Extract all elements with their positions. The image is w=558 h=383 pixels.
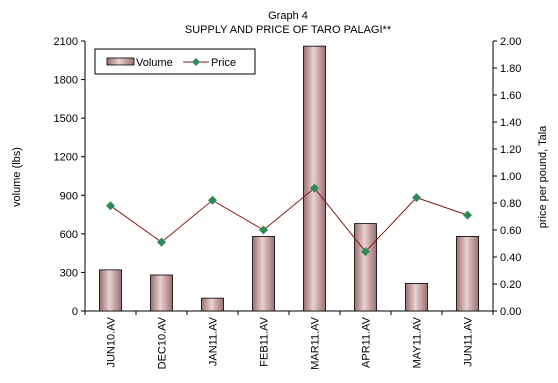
x-tick-label: DEC10.AV bbox=[157, 316, 169, 369]
left-tick-label: 1200 bbox=[54, 152, 78, 164]
left-tick-label: 600 bbox=[60, 229, 78, 241]
volume-bar bbox=[201, 297, 224, 312]
volume-bar bbox=[456, 236, 479, 312]
volume-bar bbox=[405, 282, 428, 312]
right-tick-label: 0.20 bbox=[500, 279, 521, 291]
right-tick-label: 0.60 bbox=[500, 225, 521, 237]
volume-bars bbox=[99, 45, 479, 312]
volume-bar bbox=[303, 45, 326, 312]
volume-bar bbox=[99, 269, 122, 312]
volume-bar bbox=[252, 236, 275, 312]
right-tick-label: 2.00 bbox=[500, 36, 521, 48]
price-point bbox=[412, 193, 421, 203]
right-tick-label: 0.80 bbox=[500, 198, 521, 210]
price-point bbox=[208, 195, 217, 205]
legend-volume-swatch bbox=[106, 57, 135, 66]
right-tick-label: 1.80 bbox=[500, 63, 521, 75]
left-tick-label: 0 bbox=[72, 306, 78, 318]
legend-price-label: Price bbox=[211, 57, 236, 69]
right-tick-label: 0.00 bbox=[500, 306, 521, 318]
legend-price-marker bbox=[192, 58, 200, 66]
price-point bbox=[310, 183, 319, 193]
x-tick-label: JUN11.AV bbox=[463, 316, 475, 366]
x-tick-label: JAN11.AV bbox=[208, 316, 220, 366]
price-point bbox=[157, 237, 166, 247]
right-tick-label: 0.40 bbox=[500, 252, 521, 264]
price-point bbox=[106, 201, 115, 211]
x-tick-label: FEB11.AV bbox=[259, 316, 271, 366]
price-point bbox=[361, 247, 370, 257]
left-tick-label: 1500 bbox=[54, 113, 78, 125]
left-axis-label: volume (lbs) bbox=[11, 147, 23, 207]
right-axis-label: price per pound, Tala bbox=[537, 125, 549, 228]
left-tick-label: 900 bbox=[60, 190, 78, 202]
left-axis-ticks: 0 300 600 900 1200 1500 1800 2100 bbox=[54, 36, 85, 318]
left-tick-label: 1800 bbox=[54, 75, 78, 87]
x-tick-label: APR11.AV bbox=[361, 316, 373, 368]
left-tick-label: 2100 bbox=[54, 36, 78, 48]
volume-bar bbox=[354, 223, 377, 312]
price-line bbox=[106, 183, 472, 257]
volume-bar bbox=[150, 274, 173, 312]
price-polyline bbox=[110, 187, 468, 253]
plot-area bbox=[84, 41, 494, 312]
right-tick-label: 1.00 bbox=[500, 171, 521, 183]
x-tick-label: JUN10.AV bbox=[106, 316, 118, 367]
right-tick-label: 1.20 bbox=[500, 144, 521, 156]
right-axis-ticks: 0.00 0.20 0.40 0.60 0.80 1.00 1.20 1.40 1.60 1.80… bbox=[493, 36, 521, 318]
x-tick-label: MAY11.AV bbox=[412, 316, 424, 368]
x-axis-ticks: JUN10.AV DEC10.AV JAN11.AV FEB11.AV MAR11.AV… bbox=[84, 311, 494, 370]
price-point bbox=[259, 225, 268, 235]
right-tick-label: 1.40 bbox=[500, 117, 521, 129]
x-tick-label: MAR11.AV bbox=[310, 316, 322, 369]
legend-volume-label: Volume bbox=[136, 57, 173, 69]
legend-box bbox=[94, 48, 256, 75]
legend: Volume Price bbox=[94, 48, 256, 75]
chart-subtitle: SUPPLY AND PRICE OF TARO PALAGI** bbox=[185, 24, 392, 36]
price-point bbox=[463, 210, 472, 220]
chart-title: Graph 4 bbox=[268, 10, 308, 22]
left-tick-label: 300 bbox=[60, 267, 78, 279]
right-tick-label: 1.60 bbox=[500, 90, 521, 102]
